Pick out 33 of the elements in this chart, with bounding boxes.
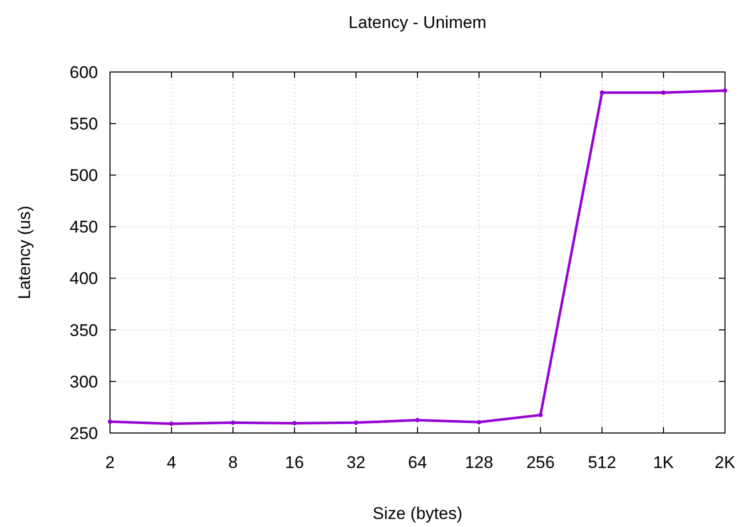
chart-title: Latency - Unimem	[348, 13, 486, 32]
x-tick-label: 4	[166, 453, 176, 472]
y-tick-label: 400	[70, 269, 98, 288]
x-tick-label: 16	[285, 453, 304, 472]
point	[169, 422, 174, 426]
x-tick-label: 8	[228, 453, 238, 472]
y-axis-title: Latency (us)	[15, 206, 34, 300]
point	[292, 421, 297, 426]
x-tick-label: 512	[588, 453, 616, 472]
point	[354, 420, 358, 425]
y-tick-label: 600	[70, 62, 98, 82]
point	[538, 412, 543, 418]
point	[722, 88, 728, 93]
point	[108, 419, 112, 424]
y-tick-label: 300	[70, 372, 98, 392]
x-tick-label: 64	[408, 453, 427, 472]
x-tick-label: 1K	[653, 453, 675, 472]
x-tick-label: 2K	[714, 453, 736, 472]
point	[415, 418, 420, 422]
point	[600, 90, 604, 95]
x-tick-label: 32	[346, 453, 366, 472]
y-tick-label: 450	[70, 218, 98, 237]
x-tick-label: 256	[526, 453, 555, 472]
y-tick-label: 550	[70, 114, 98, 134]
point	[476, 420, 482, 424]
x-tick-label: 2	[105, 453, 115, 472]
x-axis-title: Size (bytes)	[372, 504, 462, 523]
y-tick-label: 250	[70, 424, 98, 443]
point	[230, 420, 236, 425]
y-tick-label: 350	[70, 320, 98, 340]
x-tick-label: 128	[464, 453, 494, 472]
point	[661, 90, 666, 95]
y-tick-label: 500	[70, 166, 98, 186]
